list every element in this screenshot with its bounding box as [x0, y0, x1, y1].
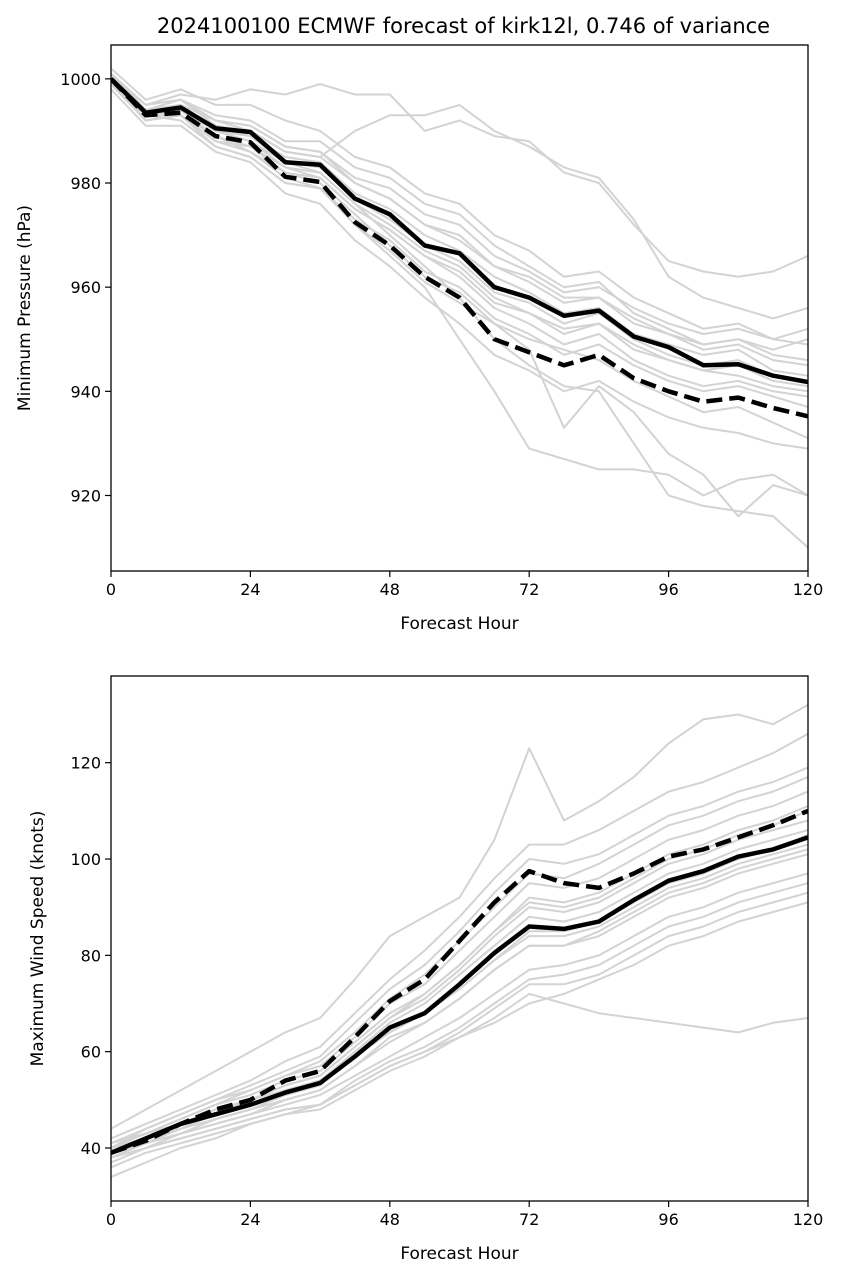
y-tick-label: 40 — [81, 1139, 101, 1158]
x-tick-label: 24 — [240, 580, 260, 599]
x-tick-label: 0 — [106, 1210, 116, 1229]
x-tick-label: 120 — [793, 580, 824, 599]
x-tick-label: 24 — [240, 1210, 260, 1229]
wind-ensemble-member-line — [111, 848, 808, 1164]
y-tick-label: 1000 — [60, 70, 101, 89]
y-tick-label: 980 — [70, 174, 101, 193]
pressure-ensemble-member-line — [111, 78, 808, 278]
y-axis-label: Minimum Pressure (hPa) — [15, 205, 35, 411]
x-tick-label: 72 — [519, 580, 539, 599]
pressure-deterministic-line — [111, 77, 808, 419]
wind-ensemble-member-line — [111, 766, 808, 1145]
pressure-ensemble-member-line — [111, 83, 808, 408]
x-tick-label: 48 — [380, 1210, 400, 1229]
x-tick-label: 0 — [106, 580, 116, 599]
wind-axes-frame — [110, 675, 809, 1202]
pressure-ensemble-member-line — [111, 78, 808, 518]
x-tick-label: 72 — [519, 1210, 539, 1229]
wind-ensemble-member-line — [111, 843, 808, 1159]
y-tick-label: 940 — [70, 382, 101, 401]
y-tick-label: 920 — [70, 486, 101, 505]
wind-ensemble-member-line — [111, 776, 808, 1149]
pressure-ensemble-member-line — [111, 78, 808, 320]
wind-ensemble-member-line — [111, 882, 808, 1159]
pressure-mean-line — [111, 77, 808, 385]
pressure-panel: 0 24 48 72 96 120 920 940 960 980 1000 Forecast Hou… — [15, 14, 823, 634]
wind-ensemble-member-line — [111, 790, 808, 1145]
wind-panel: 0 24 48 72 96 120 40 60 80 100 120 Forecast Hour Max… — [28, 675, 824, 1264]
pressure-series-group — [111, 67, 808, 549]
x-axis-label: Forecast Hour — [400, 1244, 518, 1264]
y-axis-label: Maximum Wind Speed (knots) — [28, 811, 48, 1067]
x-tick-label: 96 — [658, 580, 678, 599]
pressure-ensemble-member-line — [111, 83, 808, 377]
wind-series-group — [111, 704, 808, 1178]
chart-title: 2024100100 ECMWF forecast of kirk12l, 0.… — [157, 14, 770, 38]
y-tick-label: 80 — [81, 946, 101, 965]
pressure-ensemble-member-line — [111, 72, 808, 367]
wind-ensemble-member-line — [111, 732, 808, 1140]
y-tick-label: 100 — [70, 850, 101, 869]
x-tick-label: 48 — [380, 580, 400, 599]
wind-ensemble-member-line — [111, 833, 808, 1149]
x-tick-label: 96 — [658, 1210, 678, 1229]
pressure-ensemble-member-line — [111, 78, 808, 388]
y-tick-label: 60 — [81, 1043, 101, 1062]
wind-ensemble-member-line — [111, 704, 808, 1130]
wind-mean-line — [111, 835, 808, 1155]
wind-ensemble-member-line — [111, 992, 808, 1178]
pressure-axes-frame — [110, 44, 809, 572]
wind-deterministic-line — [111, 808, 808, 1155]
x-axis-label: Forecast Hour — [400, 614, 518, 634]
pressure-ensemble-member-line — [111, 67, 808, 346]
wind-ensemble-member-line — [111, 809, 808, 1149]
y-tick-label: 120 — [70, 754, 101, 773]
x-tick-label: 120 — [793, 1210, 824, 1229]
pressure-ensemble-member-line — [111, 78, 808, 362]
pressure-ensemble-member-line — [111, 72, 808, 549]
pressure-ensemble-member-line — [111, 78, 808, 440]
pressure-ensemble-member-line — [111, 72, 808, 341]
pressure-ensemble-member-line — [111, 88, 808, 450]
y-tick-label: 960 — [70, 278, 101, 297]
